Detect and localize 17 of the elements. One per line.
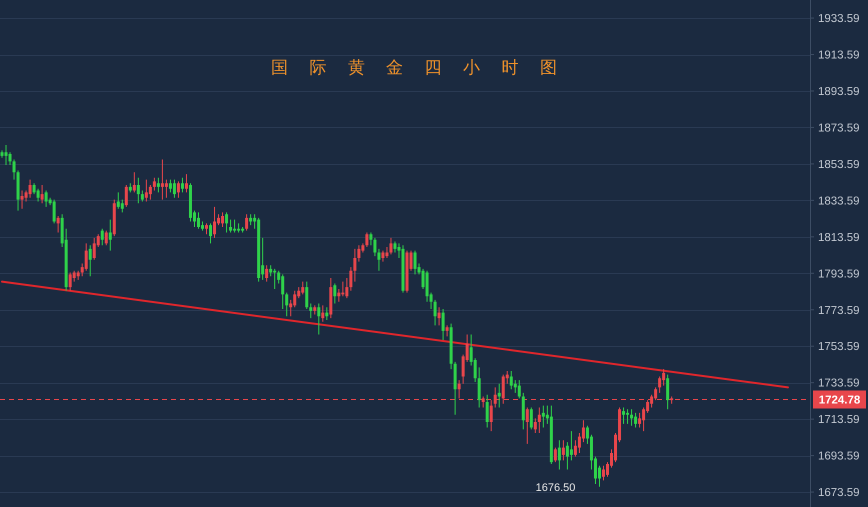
title: 国 际 黄 金 四 小 时 图 — [271, 58, 565, 78]
y-tick-label: 1933.59 — [818, 13, 860, 26]
y-tick-label: 1733.59 — [818, 378, 860, 390]
ref-label: 1724.78 — [818, 394, 860, 406]
y-tick-label: 1893.59 — [818, 86, 860, 98]
y-tick-label: 1713.59 — [818, 414, 860, 426]
y-tick-label: 1873.59 — [818, 122, 860, 134]
y-tick-label: 1813.59 — [818, 232, 860, 244]
y-tick-label: 1773.59 — [818, 304, 860, 317]
y-tick-label: 1913.59 — [818, 50, 860, 62]
y-tick-label: 1833.59 — [818, 195, 860, 208]
y-tick-label: 1793.59 — [818, 268, 860, 280]
y-tick-label: 1673.59 — [818, 487, 860, 500]
y-tick-label: 1753.59 — [818, 341, 860, 354]
y-tick-label: 1693.59 — [818, 450, 860, 463]
annotation: 1676.50 — [536, 482, 576, 494]
y-tick-label: 1853.59 — [818, 158, 860, 171]
